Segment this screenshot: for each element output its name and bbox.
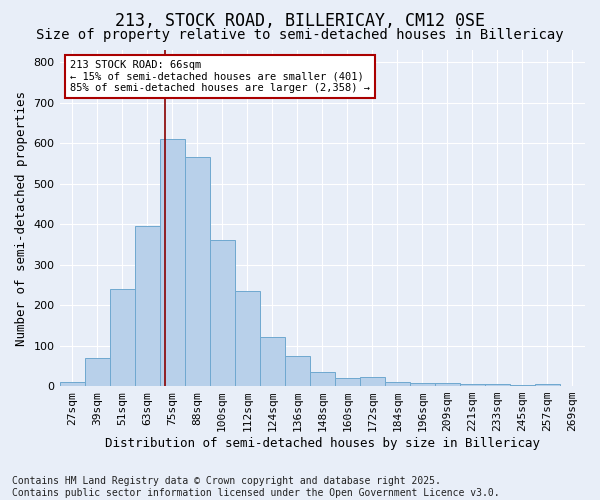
Bar (185, 158, 209, 386)
Bar (235, 291, 260, 386)
Bar (134, 226, 160, 386)
Bar (85, 358, 110, 386)
Bar (160, 139, 185, 386)
Bar (360, 377, 385, 386)
Bar (385, 382, 410, 386)
Bar (485, 384, 510, 386)
Bar (209, 240, 235, 386)
Text: 213 STOCK ROAD: 66sqm
← 15% of semi-detached houses are smaller (401)
85% of sem: 213 STOCK ROAD: 66sqm ← 15% of semi-deta… (70, 60, 370, 94)
Bar (460, 384, 485, 386)
Bar (59, 382, 85, 386)
Bar (535, 384, 560, 386)
Bar (435, 383, 460, 386)
Y-axis label: Number of semi-detached properties: Number of semi-detached properties (15, 90, 28, 346)
Bar (260, 338, 285, 386)
Text: Size of property relative to semi-detached houses in Billericay: Size of property relative to semi-detach… (36, 28, 564, 42)
Bar (335, 378, 360, 386)
Bar (110, 289, 134, 386)
Bar (310, 372, 335, 386)
X-axis label: Distribution of semi-detached houses by size in Billericay: Distribution of semi-detached houses by … (105, 437, 540, 450)
Text: 213, STOCK ROAD, BILLERICAY, CM12 0SE: 213, STOCK ROAD, BILLERICAY, CM12 0SE (115, 12, 485, 30)
Text: Contains HM Land Registry data © Crown copyright and database right 2025.
Contai: Contains HM Land Registry data © Crown c… (12, 476, 500, 498)
Bar (410, 383, 435, 386)
Bar (285, 356, 310, 386)
